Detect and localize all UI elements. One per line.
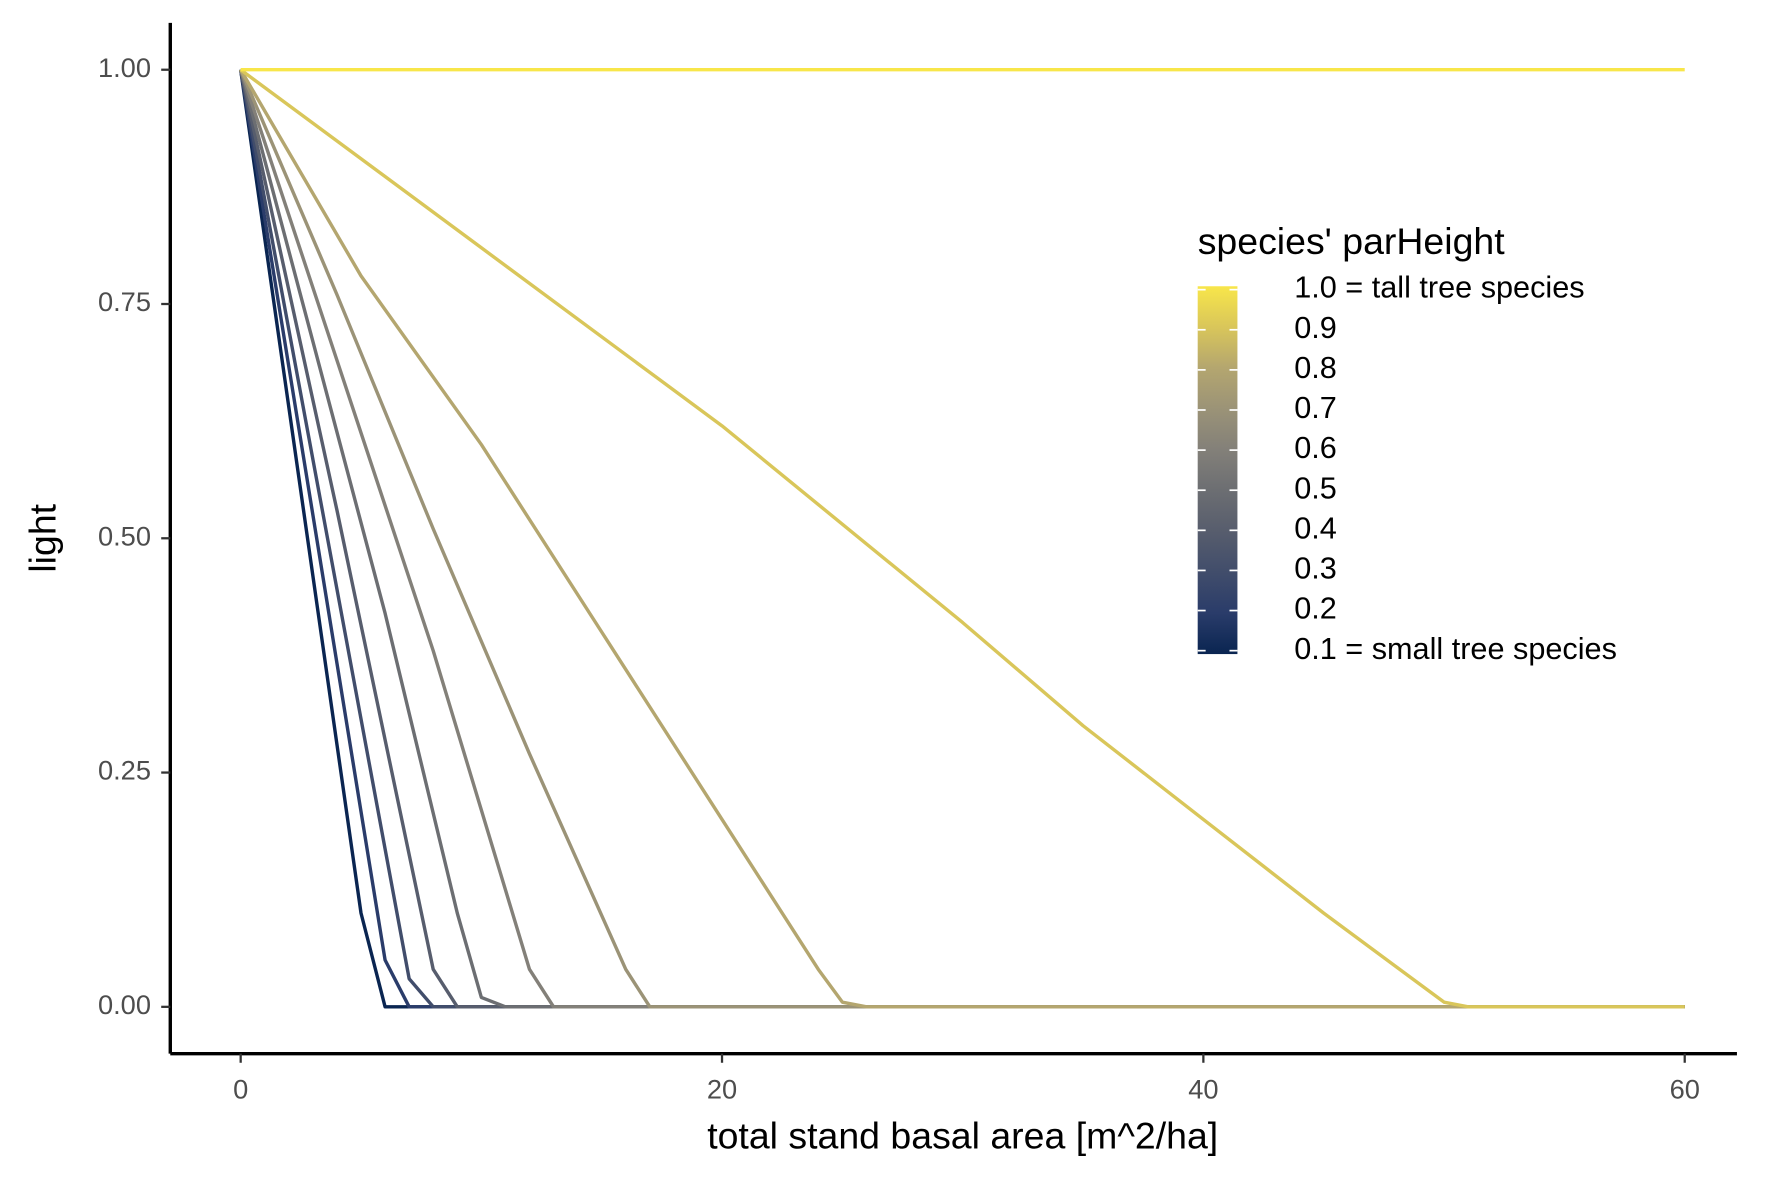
legend-label: 0.6 [1294, 431, 1337, 465]
colorbar [1197, 286, 1238, 655]
legend-title: species' parHeight [1198, 220, 1506, 262]
x-axis-title: total stand basal area [m^2/ha] [707, 1115, 1218, 1157]
series-line [238, 69, 1685, 1009]
legend-label: 0.3 [1294, 552, 1337, 586]
x-tick-label: 40 [1188, 1073, 1218, 1104]
series-line [238, 69, 1685, 1009]
legend-label: 0.7 [1294, 391, 1337, 425]
legend-label: 0.8 [1294, 351, 1337, 385]
y-tick-label: 0.75 [98, 286, 151, 317]
legend-label: 0.9 [1294, 311, 1337, 345]
x-tick-label: 0 [233, 1073, 248, 1104]
series-line [239, 68, 1685, 1009]
y-tick-label: 0.25 [98, 755, 151, 786]
legend-label: 0.5 [1294, 471, 1337, 505]
series-line [239, 69, 1685, 1009]
legend-label: 0.1 = small tree species [1294, 632, 1617, 666]
legend-label: 1.0 = tall tree species [1294, 271, 1584, 305]
y-tick-label: 0.50 [98, 520, 151, 551]
series-line [238, 69, 1685, 1009]
series-line [239, 69, 1685, 1009]
y-axis-title: light [21, 503, 63, 572]
y-tick-label: 1.00 [98, 52, 151, 83]
x-tick-label: 60 [1670, 1073, 1700, 1104]
y-tick-label: 0.00 [98, 989, 151, 1020]
series-line [239, 69, 1685, 1009]
x-tick-label: 20 [707, 1073, 737, 1104]
series-line [239, 68, 1685, 1009]
series-line [239, 69, 1685, 1009]
legend-label: 0.2 [1294, 592, 1337, 626]
legend-label: 0.4 [1294, 511, 1337, 545]
